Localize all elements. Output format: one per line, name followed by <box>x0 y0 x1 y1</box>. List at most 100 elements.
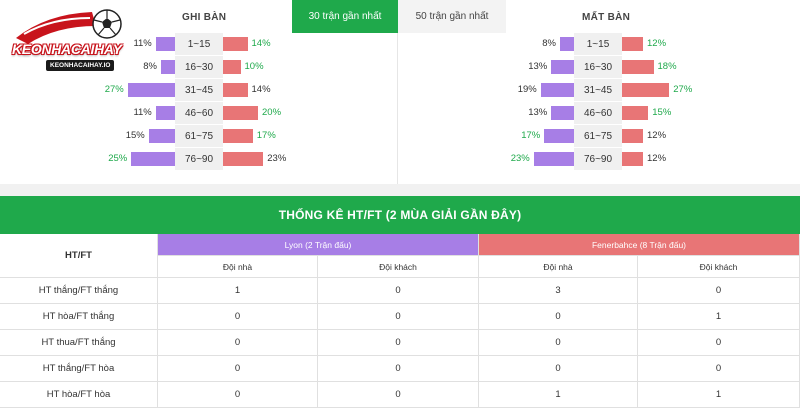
goal-time-row: 31~45 27% 14% <box>0 79 800 101</box>
away-percent-bar <box>223 83 248 97</box>
home-percent-bar <box>560 37 574 51</box>
htft-column-header: HT/FT <box>0 234 158 278</box>
home-percent-label: 8% <box>143 61 157 72</box>
logo-graphic <box>16 9 122 44</box>
team2-away-header: Đội khách <box>638 256 800 278</box>
team1-away-header: Đội khách <box>318 256 479 278</box>
goal-time-row: 61~75 15% 17% <box>0 125 800 147</box>
team2-home-value: 0 <box>479 304 638 330</box>
time-range-label: 76~90 <box>574 148 622 170</box>
time-range-label: 61~75 <box>574 125 622 147</box>
home-percent-bar <box>540 83 574 97</box>
panel-divider <box>397 0 398 184</box>
away-percent-label: 27% <box>673 84 693 95</box>
team2-home-header: Đội nhà <box>479 256 638 278</box>
home-percent-bar <box>544 129 574 143</box>
goal-time-stats: KEONHACAIHAY KEONHACAIHAY.IO GHI BÀN MẤT… <box>0 0 800 184</box>
away-percent-bar <box>223 106 258 120</box>
team2-away-value: 0 <box>638 278 800 304</box>
home-percent-label: 25% <box>108 153 128 164</box>
team2-home-value: 1 <box>479 382 638 408</box>
conceded-heading: MẤT BÀN <box>582 12 631 23</box>
away-percent-bar <box>223 152 264 166</box>
team2-header: Fenerbahce (8 Trận đấu) <box>479 234 800 256</box>
team1-away-value: 0 <box>318 330 479 356</box>
goal-time-row: 76~90 25% 23% <box>0 148 800 170</box>
htft-row-label: HT thua/FT thắng <box>0 330 158 356</box>
home-percent-label: 11% <box>133 38 152 49</box>
away-percent-bar <box>622 37 643 51</box>
team1-away-value: 0 <box>318 356 479 382</box>
home-percent-bar <box>155 106 175 120</box>
home-percent-bar <box>155 37 175 51</box>
goal-time-row: 1~15 8% 12% <box>0 33 800 55</box>
team1-away-value: 0 <box>318 304 479 330</box>
home-percent-bar <box>161 60 175 74</box>
home-percent-label: 11% <box>133 107 152 118</box>
home-percent-label: 27% <box>104 84 124 95</box>
team2-away-value: 1 <box>638 382 800 408</box>
away-percent-label: 12% <box>647 38 667 49</box>
away-percent-label: 14% <box>251 84 271 95</box>
time-range-label: 46~60 <box>175 102 223 124</box>
away-percent-label: 12% <box>647 130 667 141</box>
time-range-label: 31~45 <box>574 79 622 101</box>
team1-home-value: 0 <box>158 330 318 356</box>
team2-away-value: 1 <box>638 304 800 330</box>
goal-time-row: 1~15 11% 14% <box>0 33 800 55</box>
away-percent-label: 18% <box>657 61 677 72</box>
goal-time-row: 46~60 11% 20% <box>0 102 800 124</box>
htft-row-label: HT hòa/FT hòa <box>0 382 158 408</box>
home-percent-label: 8% <box>542 38 556 49</box>
home-percent-label: 23% <box>510 153 530 164</box>
home-percent-label: 13% <box>528 107 548 118</box>
home-percent-label: 17% <box>521 130 541 141</box>
team2-home-value: 3 <box>479 278 638 304</box>
htft-row-label: HT thắng/FT thắng <box>0 278 158 304</box>
tab-50-matches[interactable]: 50 trận gần nhất <box>398 0 506 33</box>
team1-away-value: 0 <box>318 278 479 304</box>
time-range-label: 31~45 <box>175 79 223 101</box>
htft-row-label: HT hòa/FT thắng <box>0 304 158 330</box>
goal-time-row: 61~75 17% 12% <box>0 125 800 147</box>
away-percent-label: 12% <box>647 153 667 164</box>
team2-away-value: 0 <box>638 356 800 382</box>
htft-title: THỐNG KÊ HT/FT (2 MÙA GIẢI GẦN ĐÂY) <box>0 196 800 234</box>
goal-time-row: 76~90 23% 12% <box>0 148 800 170</box>
scored-heading: GHI BÀN <box>182 12 227 23</box>
home-percent-label: 19% <box>517 84 537 95</box>
time-range-label: 16~30 <box>574 56 622 78</box>
home-percent-bar <box>551 60 574 74</box>
home-percent-bar <box>533 152 574 166</box>
site-logo[interactable]: KEONHACAIHAY KEONHACAIHAY.IO <box>6 4 126 76</box>
team1-header: Lyon (2 Trận đấu) <box>158 234 479 256</box>
away-percent-label: 17% <box>256 130 276 141</box>
away-percent-bar <box>622 83 670 97</box>
tab-30-matches[interactable]: 30 trận gần nhất <box>292 0 398 33</box>
team1-home-header: Đội nhà <box>158 256 318 278</box>
team2-away-value: 0 <box>638 330 800 356</box>
away-percent-label: 10% <box>244 61 264 72</box>
away-percent-label: 15% <box>652 107 672 118</box>
home-percent-bar <box>127 83 175 97</box>
section-gap <box>0 184 800 196</box>
team1-away-value: 0 <box>318 382 479 408</box>
home-percent-label: 13% <box>528 61 548 72</box>
team1-home-value: 0 <box>158 304 318 330</box>
goal-time-row: 16~30 8% 10% <box>0 56 800 78</box>
logo-subtext: KEONHACAIHAY.IO <box>46 60 115 71</box>
home-percent-bar <box>131 152 175 166</box>
team2-home-value: 0 <box>479 356 638 382</box>
htft-row-label: HT thắng/FT hòa <box>0 356 158 382</box>
home-percent-bar <box>148 129 175 143</box>
away-percent-bar <box>223 37 248 51</box>
away-percent-bar <box>622 129 643 143</box>
team1-home-value: 1 <box>158 278 318 304</box>
away-percent-bar <box>622 106 649 120</box>
time-range-label: 46~60 <box>574 102 622 124</box>
home-percent-bar <box>551 106 574 120</box>
team2-home-value: 0 <box>479 330 638 356</box>
away-percent-label: 23% <box>267 153 287 164</box>
away-percent-label: 14% <box>251 38 271 49</box>
away-percent-bar <box>223 60 241 74</box>
